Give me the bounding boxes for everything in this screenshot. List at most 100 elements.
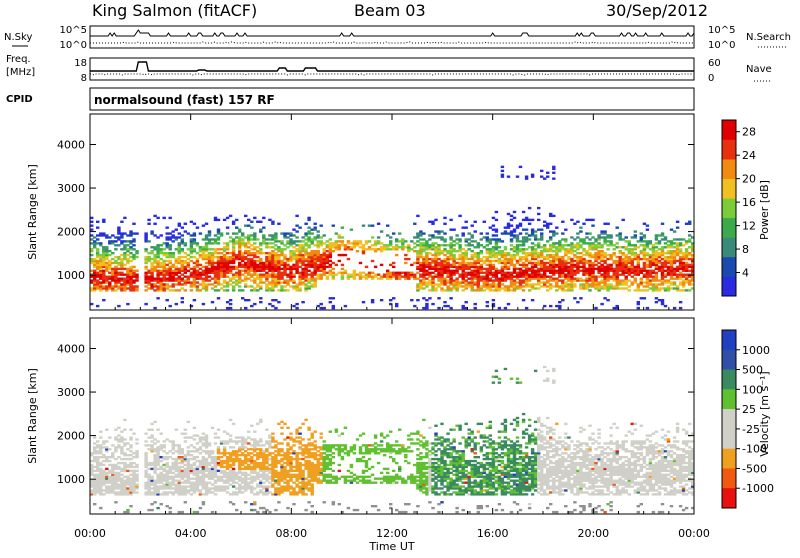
echo-cell bbox=[105, 276, 108, 278]
echo-cell bbox=[613, 248, 616, 250]
echo-cell bbox=[546, 254, 549, 256]
echo-cell bbox=[214, 285, 217, 287]
echo-cell bbox=[534, 244, 537, 246]
echo-cell bbox=[211, 487, 214, 489]
echo-cell bbox=[522, 285, 525, 287]
echo-cell bbox=[253, 252, 256, 254]
echo-cell bbox=[117, 466, 120, 468]
echo-cell bbox=[126, 268, 129, 270]
echo-cell bbox=[220, 287, 223, 289]
echo-cell bbox=[166, 264, 169, 266]
echo-cell bbox=[314, 244, 317, 246]
echo-cell bbox=[250, 485, 253, 487]
echo-cell bbox=[301, 244, 304, 246]
echo-cell bbox=[166, 236, 169, 238]
echo-cell bbox=[498, 258, 501, 260]
echo-cell bbox=[413, 274, 416, 276]
echo-cell bbox=[262, 274, 265, 276]
echo-cell bbox=[286, 274, 289, 276]
echo-cell bbox=[585, 250, 588, 252]
echo-cell bbox=[528, 289, 531, 291]
echo-cell bbox=[123, 452, 126, 454]
echo-cell bbox=[220, 485, 223, 487]
echo-cell bbox=[217, 429, 220, 431]
echo-cell bbox=[486, 268, 489, 270]
echo-cell bbox=[169, 450, 172, 452]
echo-cell bbox=[546, 285, 549, 287]
echo-cell bbox=[591, 225, 594, 227]
echo-cell bbox=[549, 283, 552, 285]
echo-cell bbox=[362, 225, 365, 227]
echo-cell bbox=[256, 274, 259, 276]
echo-cell bbox=[434, 287, 437, 289]
echo-cell bbox=[326, 244, 329, 246]
echo-cell bbox=[123, 480, 126, 482]
echo-cell bbox=[392, 272, 395, 274]
echo-cell bbox=[181, 227, 184, 229]
echo-cell bbox=[235, 450, 238, 452]
echo-cell bbox=[664, 236, 667, 238]
echo-cell bbox=[271, 299, 274, 301]
echo-cell bbox=[359, 240, 362, 242]
echo-cell bbox=[105, 468, 108, 470]
echo-cell bbox=[220, 252, 223, 254]
echo-cell bbox=[172, 462, 175, 464]
echo-cell bbox=[516, 234, 519, 236]
echo-cell bbox=[238, 236, 241, 238]
echo-cell bbox=[187, 262, 190, 264]
echo-cell bbox=[172, 476, 175, 478]
echo-cell bbox=[205, 242, 208, 244]
echo-cell bbox=[156, 236, 159, 238]
echo-cell bbox=[658, 299, 661, 301]
echo-cell bbox=[187, 232, 190, 234]
echo-cell bbox=[543, 262, 546, 264]
echo-cell bbox=[286, 264, 289, 266]
echo-cell bbox=[169, 244, 172, 246]
echo-cell bbox=[489, 227, 492, 229]
echo-cell bbox=[193, 456, 196, 458]
echo-cell bbox=[193, 462, 196, 464]
echo-cell bbox=[649, 279, 652, 281]
echo-cell bbox=[190, 454, 193, 456]
echo-cell bbox=[114, 436, 117, 438]
echo-cell bbox=[123, 278, 126, 280]
echo-cell bbox=[220, 283, 223, 285]
echo-cell bbox=[102, 446, 105, 448]
echo-cell bbox=[600, 274, 603, 276]
echo-cell bbox=[175, 483, 178, 485]
echo-cell bbox=[232, 450, 235, 452]
echo-cell bbox=[280, 268, 283, 270]
echo-cell bbox=[184, 252, 187, 254]
echo-cell bbox=[625, 236, 628, 238]
power-colorbar-tick-label: 28 bbox=[742, 126, 756, 139]
echo-cell bbox=[344, 305, 347, 307]
echo-cell bbox=[528, 207, 531, 209]
echo-cell bbox=[594, 252, 597, 254]
echo-cell bbox=[132, 462, 135, 464]
echo-cell bbox=[181, 256, 184, 258]
echo-cell bbox=[329, 297, 332, 299]
echo-cell bbox=[585, 236, 588, 238]
echo-cell bbox=[501, 283, 504, 285]
echo-cell bbox=[181, 511, 184, 513]
echo-cell bbox=[96, 440, 99, 442]
echo-cell bbox=[286, 279, 289, 281]
echo-cell bbox=[483, 236, 486, 238]
echo-cell bbox=[277, 301, 280, 303]
echo-cell bbox=[528, 283, 531, 285]
echo-cell bbox=[277, 223, 280, 225]
echo-cell bbox=[498, 270, 501, 272]
echo-cell bbox=[449, 264, 452, 266]
echo-cell bbox=[235, 240, 238, 242]
echo-cell bbox=[558, 256, 561, 258]
echo-cell bbox=[446, 305, 449, 307]
echo-cell bbox=[452, 254, 455, 256]
echo-cell bbox=[591, 254, 594, 256]
echo-cell bbox=[616, 227, 619, 229]
echo-cell bbox=[123, 217, 126, 219]
echo-cell bbox=[120, 458, 123, 460]
echo-cell bbox=[90, 242, 93, 244]
echo-cell bbox=[492, 289, 495, 291]
echo-cell bbox=[646, 240, 649, 242]
echo-cell bbox=[193, 232, 196, 234]
